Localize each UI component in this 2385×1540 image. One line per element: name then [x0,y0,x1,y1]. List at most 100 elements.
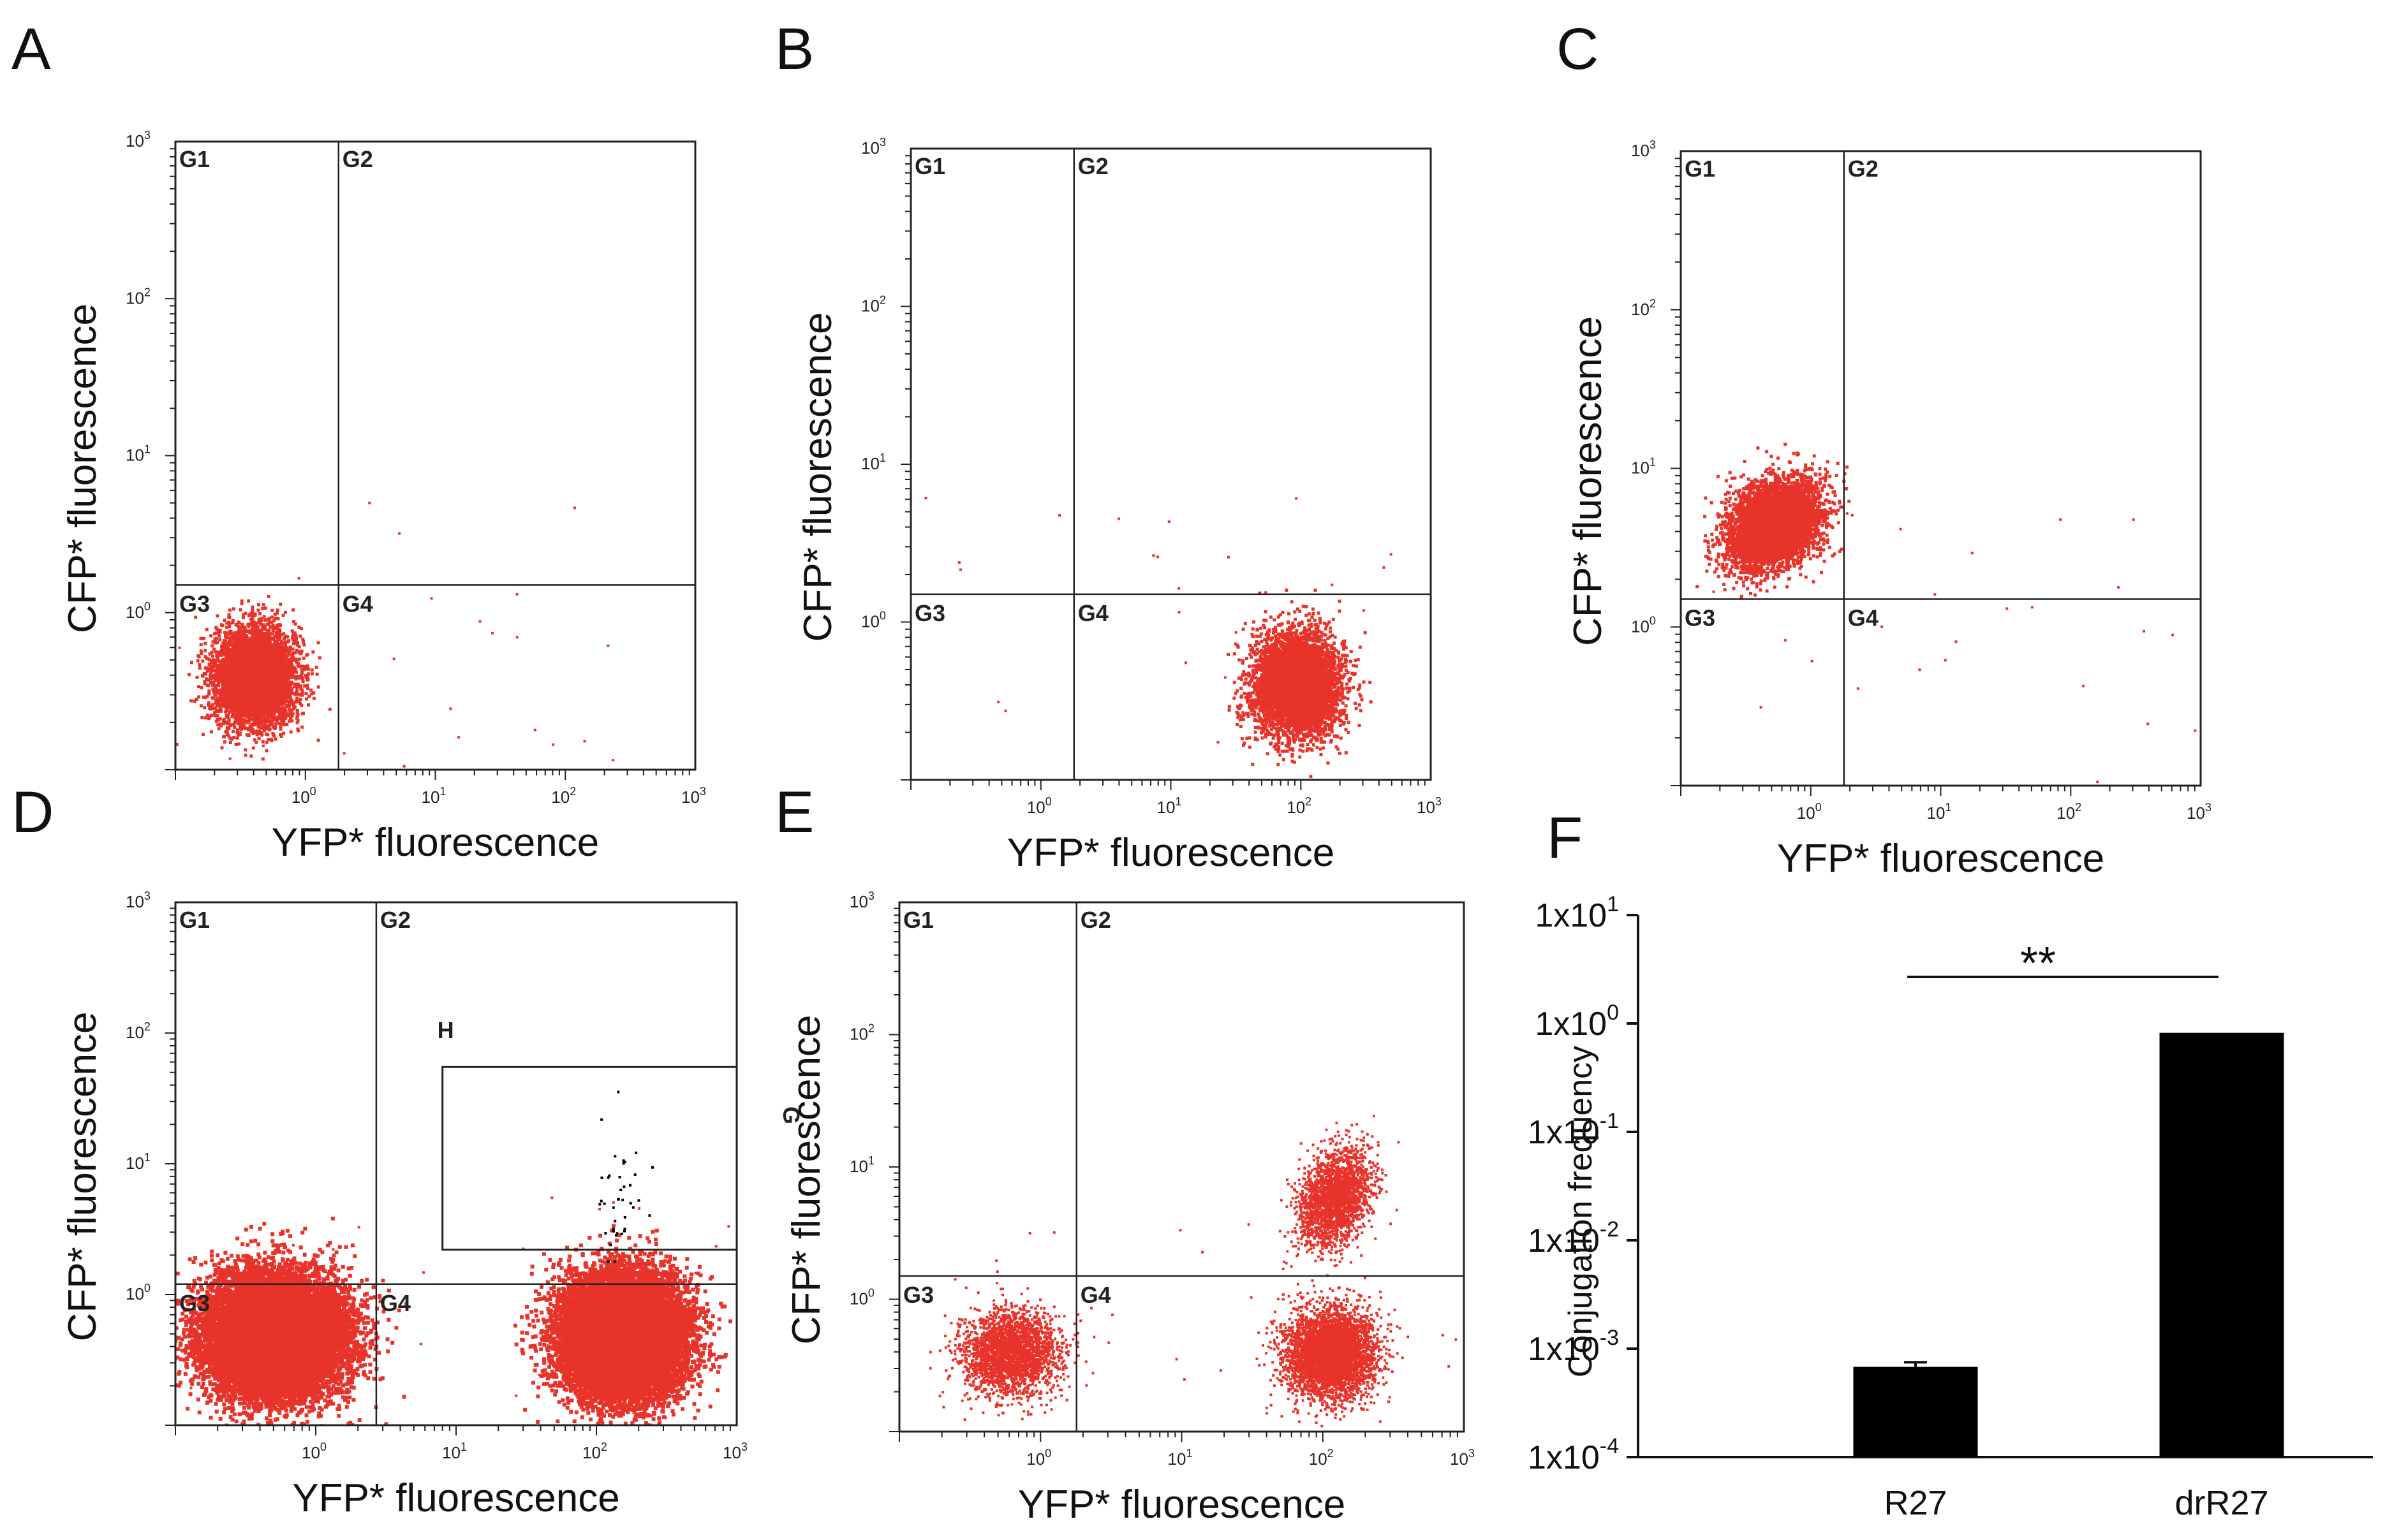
x-axis-label: YFP* fluorescence [1007,831,1334,875]
y-tick-label: 101 [861,451,886,473]
axis-ticks: 100 100 101 101 102 102 103 103 [126,129,706,807]
y-tick-label: 100 [126,600,151,622]
scatter-dots [929,1115,1458,1428]
y-tick-label: 103 [126,129,151,150]
x-tick-label: 103 [2187,801,2211,823]
panel-c: C G1 G2 G3 G4 100 100 101 101 102 102 103 103 YFP* fl… [1556,17,2211,881]
gate-label-g2: G2 [1848,156,1879,182]
y-tick-label: 1x10-1 [1528,1109,1619,1151]
x-tick-label: 100 [1797,801,1822,823]
bar-drr27 [2159,1032,2284,1457]
population-transconjugants [1278,1115,1400,1270]
x-tick-label: 103 [1417,795,1442,817]
gate-label-g3: G3 [903,1282,934,1308]
plot-frame [1680,150,2202,787]
x-tick-label: 101 [442,1441,467,1462]
tick-marks [1671,158,2196,796]
y-tick-label: 100 [126,1282,151,1303]
y-tick-label: 102 [850,1022,875,1044]
x-tick-label: 103 [681,785,706,807]
y-tick-label: 101 [126,443,151,465]
x-tick-label: 101 [422,785,447,807]
tick-marks [889,907,1458,1442]
y-tick-label: 103 [1631,138,1656,160]
gate-label-g1: G1 [903,907,934,933]
gate-label-g2: G2 [1081,907,1111,933]
x-tick-label: 100 [1027,795,1052,817]
axis-ticks: 100 100 101 101 102 102 103 103 [861,136,1442,817]
population-donor [1255,1265,1410,1428]
gate-label-g4: G4 [1078,600,1109,626]
bar-r27 [1853,1367,1978,1457]
panel-letter: C [1556,17,1599,82]
population-main [175,594,332,761]
gate-label-g1: G1 [179,907,210,933]
gate-h-box [441,1066,738,1251]
y-tick-label: 1x100 [1535,1001,1619,1043]
y-tick-label: 102 [1631,297,1656,319]
x-axis-label: YFP* fluorescence [292,1476,619,1520]
panel-d: D G1 G2 G3 G4 H 100 100 101 101 102 102 103 103 YFP* f… [11,780,748,1520]
population-main [1227,589,1373,779]
x-tick-label: 102 [2056,801,2081,823]
y-tick-label: 103 [850,890,875,911]
tick-marks [165,148,690,780]
x-tick-label: 102 [582,1441,607,1462]
x-axis-label: YFP* fluorescence [1018,1483,1345,1527]
y-tick-label: 102 [861,294,886,316]
axis-ticks: 100 100 101 101 102 102 103 103 [850,890,1475,1469]
gate-label-g4: G4 [380,1290,411,1316]
gate-label-g2: G2 [380,907,411,933]
x-tick-label: 100 [302,1441,327,1462]
bar-chart-panel-f: F 1x101 1x100 1x10-1 1x10-2 1x10-3 1x10-4 Conju… [1528,805,2373,1522]
scatter-dots [924,497,1392,779]
population-transconjugants [598,1090,654,1263]
y-axis-label: Conjugation frequency [1562,1046,1599,1377]
y-tick-label: 103 [861,136,886,158]
gate-label-g1: G1 [1685,156,1715,182]
y-tick-label: 102 [126,286,151,307]
gate-label-g2: G2 [1078,153,1109,179]
plot-frame [910,147,1432,781]
gate-label-g3: G3 [915,600,945,626]
y-axis-label: CFP* fluorescence [1566,316,1610,646]
axis-ticks: 100 100 101 101 102 102 103 103 [126,890,748,1462]
scatter-dots [175,501,615,768]
gate-label-g3: G3 [1685,605,1715,631]
panel-letter: E [775,780,814,845]
y-axis-label: CFP* fluorescence [796,312,840,642]
y-tick-label: 103 [126,890,151,911]
gate-label-g4: G4 [343,590,373,617]
population-recipient [175,1216,406,1425]
y-tick-label: 101 [1631,456,1656,478]
x-tick-label: 102 [1287,795,1311,817]
x-tick-label: 101 [1157,795,1182,817]
gate-label-g: G [778,1106,804,1124]
y-tick-label: 100 [861,610,886,631]
panel-b: B G1 G2 G3 G4 100 100 101 101 102 102 103 103 YFP* fl… [775,17,1442,875]
y-tick-label: 1x10-4 [1528,1434,1619,1476]
x-tick-label: 101 [1168,1447,1193,1469]
flow-panels: A G1 G2 G3 G4 100 100 101 101 102 102 103 103 YFP* fl… [11,17,2211,1527]
x-tick-label: 100 [1026,1447,1051,1469]
population-main [1695,443,1851,600]
y-axis-label: CFP* fluorescence [785,1015,829,1345]
scatter-dots [175,1090,737,1425]
significance-marker: ** [2020,938,2056,989]
x-tick-label: 103 [1450,1447,1475,1469]
panel-letter: F [1547,805,1583,870]
tick-marks [901,155,1426,790]
gate-label-h: H [438,1017,454,1043]
gate-label-g3: G3 [179,1290,210,1316]
x-tick-label: 103 [723,1441,748,1462]
panel-letter: B [775,17,814,82]
x-tick-label: 101 [1927,801,1952,823]
x-tick-label: 102 [551,785,576,807]
scatter-dots [1695,443,2197,784]
y-tick-label: 1x10-3 [1528,1326,1619,1368]
y-axis-label: CFP* fluorescence [61,1012,105,1342]
gate-label-g2: G2 [343,146,373,172]
gate-label-g4: G4 [1848,605,1879,631]
panel-a: A G1 G2 G3 G4 100 100 101 101 102 102 103 103 YFP* fl… [11,17,706,865]
